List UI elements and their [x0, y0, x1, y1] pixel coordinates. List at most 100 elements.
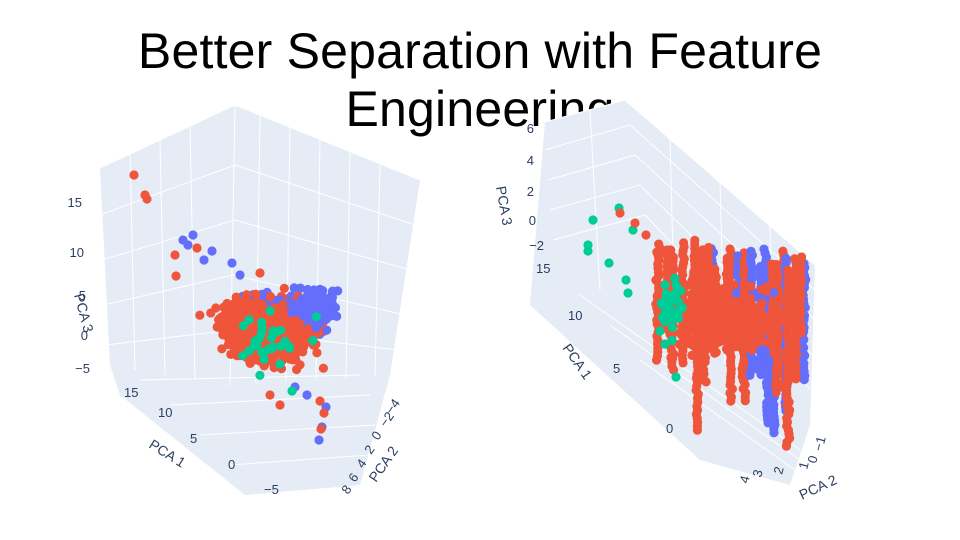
left-point — [321, 299, 331, 309]
right-point — [782, 324, 792, 334]
left-point — [211, 303, 221, 313]
left-point — [295, 283, 305, 293]
right-point — [763, 418, 773, 428]
left-3d-scatter-plot[interactable]: 15 10 5 0 −5 PCA 3 15 10 5 0 −5 PCA 1 −4… — [30, 95, 450, 535]
left-point — [257, 347, 267, 357]
left-point — [290, 323, 300, 333]
right-point — [762, 318, 772, 328]
right-point — [791, 374, 801, 384]
right-point — [728, 334, 738, 344]
right-point — [683, 280, 693, 290]
right-point — [687, 350, 697, 360]
left-point — [287, 386, 297, 396]
left-y-tick: −2 — [376, 409, 397, 430]
left-point — [242, 290, 252, 300]
right-point — [701, 377, 711, 387]
right-x-tick: 15 — [536, 261, 550, 276]
left-z-tick: 15 — [68, 195, 82, 210]
right-point — [678, 344, 688, 354]
right-point — [772, 357, 783, 367]
right-3d-scatter-plot[interactable]: 6 4 2 0 −2 PCA 3 15 10 5 0 PCA 1 −1 0 1 … — [470, 95, 930, 535]
right-point — [745, 313, 755, 323]
right-point — [771, 322, 781, 332]
left-point — [276, 325, 286, 335]
right-point — [718, 304, 728, 314]
right-point — [672, 312, 682, 322]
right-floor-pane — [565, 265, 810, 485]
left-z-tick: 5 — [79, 288, 86, 303]
right-z-tick: 2 — [527, 184, 534, 199]
right-point — [719, 283, 729, 293]
right-x-tick: 0 — [666, 421, 673, 436]
left-point — [255, 370, 265, 380]
left-point — [235, 336, 245, 346]
right-y-ticks: −1 0 1 2 3 4 — [736, 435, 828, 485]
left-x-tick: 5 — [190, 431, 197, 446]
left-point — [315, 396, 325, 406]
right-z-ticks: 6 4 2 0 −2 — [527, 121, 544, 253]
slide-title: Better Separation with Feature Engineeri… — [137, 23, 823, 137]
right-point — [762, 364, 772, 374]
right-point — [723, 324, 733, 334]
left-point — [296, 342, 307, 352]
left-point — [217, 312, 227, 322]
left-point — [207, 246, 217, 256]
left-point — [304, 289, 314, 299]
right-point — [756, 369, 766, 380]
right-point — [583, 246, 593, 256]
right-point — [769, 428, 779, 438]
right-point — [689, 315, 699, 325]
right-point — [688, 323, 698, 333]
right-z-tick: 0 — [529, 213, 536, 228]
left-point — [298, 300, 308, 310]
right-point — [615, 208, 625, 218]
right-point — [667, 335, 677, 345]
left-point — [255, 333, 265, 343]
left-point — [217, 344, 227, 354]
right-point — [747, 327, 757, 337]
right-point — [726, 307, 736, 317]
left-point — [259, 361, 269, 371]
left-point — [188, 230, 198, 240]
right-point — [660, 280, 670, 290]
right-point — [628, 225, 638, 235]
right-point — [754, 302, 765, 312]
right-x-tick: 10 — [568, 308, 582, 323]
right-x-ticks: 15 10 5 0 — [536, 261, 673, 436]
right-z-tick: −2 — [529, 238, 544, 253]
left-point — [286, 291, 296, 301]
right-point — [703, 323, 713, 333]
right-point — [673, 284, 683, 294]
left-point — [265, 390, 275, 400]
right-point — [670, 273, 680, 283]
right-point — [696, 344, 706, 354]
left-point — [318, 363, 328, 373]
left-x-tick: 15 — [124, 385, 138, 400]
right-point — [692, 425, 702, 435]
left-point — [276, 341, 286, 351]
left-point — [171, 271, 181, 281]
left-point — [302, 390, 312, 400]
right-point — [604, 258, 614, 268]
right-point — [678, 358, 688, 368]
left-point — [319, 408, 329, 418]
right-point — [745, 370, 755, 380]
left-point — [236, 305, 246, 315]
left-point — [142, 194, 152, 204]
right-point — [714, 295, 725, 306]
right-point — [776, 311, 786, 321]
right-y-tick: 0 — [804, 454, 820, 465]
right-point — [740, 295, 751, 305]
left-y-tick: −4 — [382, 396, 403, 417]
left-x-ticks: 15 10 5 0 −5 — [124, 385, 279, 497]
right-point — [768, 288, 778, 298]
right-point — [669, 365, 679, 375]
left-point — [255, 268, 265, 278]
left-point — [238, 351, 248, 361]
left-z-tick: −5 — [75, 361, 90, 376]
right-point — [740, 396, 750, 406]
right-y-axis-title: PCA 2 — [797, 471, 840, 502]
right-point — [718, 317, 728, 327]
right-y-tick: 4 — [736, 474, 752, 485]
left-point — [238, 321, 249, 331]
